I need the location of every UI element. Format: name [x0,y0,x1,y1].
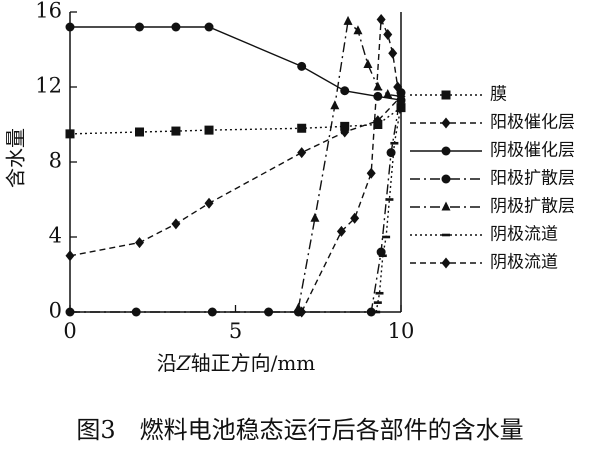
legend-item-6: 阴极流道 [410,225,558,245]
figure-caption: 图3 燃料电池稳态运行后各部件的含水量 [76,416,523,444]
legend-marker [441,201,451,211]
series-3 [65,22,406,105]
legend-label: 阴极催化层 [490,141,575,161]
legend-marker [442,233,450,237]
series-3-point [135,22,145,32]
series-7-point [383,29,393,40]
series-5-point [353,25,363,35]
y-tick-label: 12 [35,74,62,98]
series-1-point [340,121,350,131]
series-6 [372,104,405,314]
x-axis-title-suffix: 轴正方向/mm [191,351,316,375]
legend-item-2: 阳极催化层 [410,113,575,133]
series-1-line [69,107,402,135]
series-7-point [376,14,386,25]
series-5-point [383,89,393,98]
series-7-point [336,225,346,237]
legend-marker [441,117,451,129]
legend-label: 阳极扩散层 [490,169,575,189]
series-6-point [390,141,399,145]
legend-marker [441,146,451,156]
series-2-point [171,218,181,230]
x-tick-label: 10 [388,319,415,343]
series-3-point [297,61,307,71]
series-6-point [373,301,382,304]
series-1-point [135,127,145,137]
series-3-point [171,22,181,32]
legend-marker [441,174,451,184]
x-axis-title-prefix: 沿 [157,351,177,375]
series-3-point [204,22,214,32]
series-7-point [350,212,360,224]
y-tick-label: 0 [49,299,62,323]
series-5-point [343,15,353,25]
series-5-point [363,59,373,68]
legend-label: 膜 [490,85,507,105]
series-7-point [393,81,403,93]
legend-label: 阳极催化层 [490,113,575,133]
series-4 [65,88,406,317]
series-7-point [366,167,376,179]
series-5-point [310,212,320,222]
legend-item-5: 阴极扩散层 [410,197,575,217]
y-tick-label: 4 [49,224,62,248]
y-tick-label: 16 [35,0,62,23]
series-4-point [376,247,386,257]
series-4-point [386,148,396,158]
series-2-point [204,197,214,209]
y-axis-title: 含水量 [4,128,28,188]
series-7 [297,14,406,318]
x-tick-label: 5 [229,319,242,343]
series-6-point [378,254,387,258]
axes: 0 4 8 12 16 0 5 10 [35,0,414,343]
series-3-point [373,91,383,101]
legend-label: 阴极扩散层 [490,197,575,217]
series-6-point [375,291,384,295]
y-tick-label: 8 [49,149,62,173]
series-2 [65,90,406,262]
x-axis-title: 沿Z轴正方向/mm [157,351,316,375]
legend-item-3: 阴极催化层 [410,141,575,161]
legend-item-4: 阳极扩散层 [410,169,575,189]
legend-item-1: 膜 [410,85,507,105]
series-layer [65,14,406,318]
legend-label: 阴极流道 [490,253,558,273]
legend-item-7: 阴极流道 [410,253,558,273]
series-1-point [204,125,214,135]
x-tick-label: 0 [63,319,76,343]
x-axis-title-variable: Z [176,351,192,375]
series-2-point [340,126,350,138]
series-6-point [385,198,394,201]
legend-marker [441,90,451,100]
series-2-point [135,237,145,249]
series-6-line [375,105,402,313]
legend-label: 阴极流道 [490,225,558,245]
series-3-point [340,86,350,96]
series-5-point [373,81,383,91]
series-5 [293,15,406,312]
series-7-point [388,47,398,59]
series-2-line [69,95,402,257]
series-1-point [297,123,307,133]
series-6-point [382,235,391,239]
series-7-line [301,19,402,313]
series-1 [65,103,406,139]
series-1-point [171,126,181,136]
series-2-point [373,115,383,127]
series-2-point [297,147,307,159]
series-5-point [330,100,340,110]
legend-marker [441,257,451,269]
series-3-line [70,26,402,101]
series-5-line [297,19,402,309]
